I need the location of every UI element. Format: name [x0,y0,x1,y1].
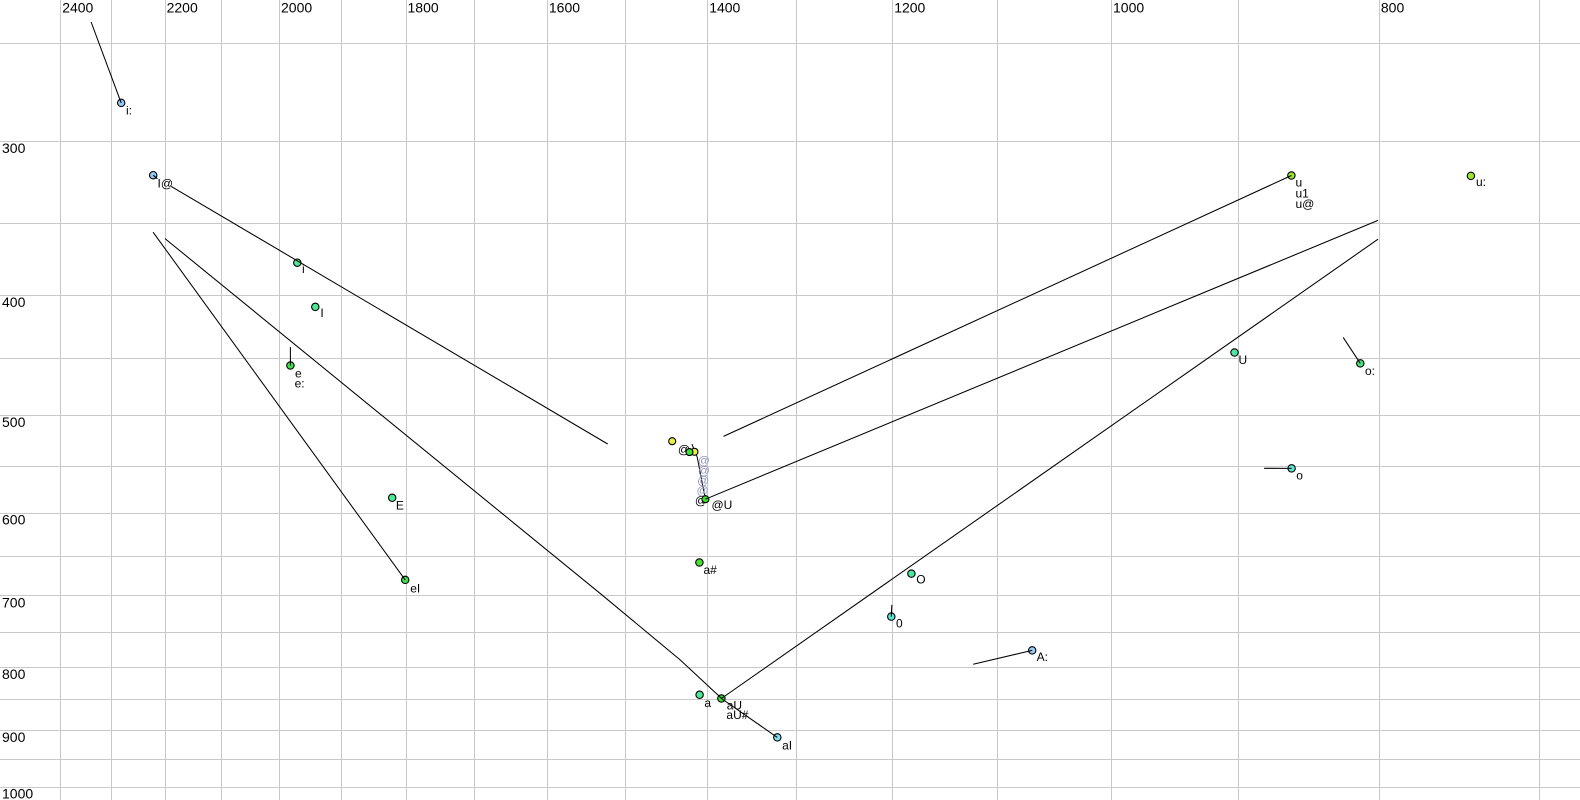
svg-text:aU#: aU# [726,708,748,722]
svg-text:@: @ [697,484,709,498]
svg-text:800: 800 [1381,0,1405,15]
svg-text:aI: aI [782,738,792,752]
svg-text:e:: e: [295,377,305,391]
svg-text:2400: 2400 [62,0,93,15]
svg-text:1000: 1000 [2,786,33,800]
svg-text:u:: u: [1476,175,1486,189]
svg-text:O: O [916,573,925,587]
svg-text:1600: 1600 [549,0,580,15]
svg-text:i: i [302,262,305,276]
svg-text:u: u [1296,176,1303,190]
svg-text:300: 300 [2,140,26,156]
svg-text:i:: i: [126,104,132,118]
svg-text:600: 600 [2,512,26,528]
svg-text:I@: I@ [158,177,174,191]
svg-text:1800: 1800 [408,0,439,15]
svg-text:@: @ [698,454,710,468]
svg-text:E: E [396,498,404,512]
svg-text:u1: u1 [1296,187,1310,201]
svg-text:0: 0 [896,617,903,631]
svg-text:a: a [704,696,711,710]
svg-text:e: e [295,367,302,381]
svg-text:I: I [320,306,323,320]
svg-text:u@: u@ [1296,197,1315,211]
svg-text:@: @ [697,474,709,488]
svg-text:400: 400 [2,294,26,310]
svg-text:a#: a# [704,563,718,577]
svg-text:o: o [1296,468,1303,482]
svg-text:A:: A: [1037,650,1048,664]
svg-text:2000: 2000 [281,0,312,15]
svg-text:eI: eI [410,582,420,596]
svg-text:aU: aU [727,699,742,713]
svg-text:1000: 1000 [1113,0,1144,15]
svg-text:900: 900 [2,729,26,745]
svg-text:700: 700 [2,594,26,610]
svg-text:2200: 2200 [167,0,198,15]
svg-text:800: 800 [2,666,26,682]
svg-text:1200: 1200 [894,0,925,15]
svg-text:@U: @U [712,498,733,512]
svg-text:@: @ [698,463,710,477]
svg-text:1400: 1400 [709,0,740,15]
svg-text:U: U [1239,353,1248,367]
svg-text:o:: o: [1365,364,1375,378]
svg-text:500: 500 [2,414,26,430]
